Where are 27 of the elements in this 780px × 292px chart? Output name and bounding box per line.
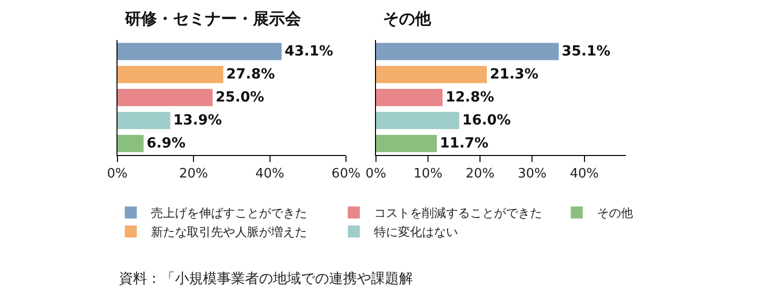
legend-label: 売上げを伸ばすことができた xyxy=(150,206,307,220)
data-label: 21.3% xyxy=(490,66,538,83)
x-tick-label: 10% xyxy=(414,166,442,182)
data-label: 6.9% xyxy=(146,136,186,152)
x-tick-label: 30% xyxy=(518,166,547,182)
chart-title: その他 xyxy=(383,9,432,28)
x-tick-label: 40% xyxy=(255,166,284,182)
data-label: 13.9% xyxy=(173,112,222,129)
text: 資料：「小規模事業者の地域での連携や課題解 xyxy=(119,271,413,287)
data-label: 35.1% xyxy=(562,44,610,60)
x-tick-label: 40% xyxy=(570,166,599,182)
x-tick-label: 20% xyxy=(179,166,208,182)
data-label: 43.1% xyxy=(284,44,334,60)
data-label: 12.8% xyxy=(446,90,494,106)
x-tick-label: 60% xyxy=(332,166,360,182)
x-tick-label: 20% xyxy=(466,166,495,182)
chart-title: 研修・セミナー・展示会 xyxy=(124,9,302,28)
data-label: 16.0% xyxy=(462,112,511,129)
data-label: 25.0% xyxy=(216,90,264,106)
x-tick-label: 0% xyxy=(366,166,386,182)
x-tick-label: 0% xyxy=(107,166,128,182)
legend-label: その他 xyxy=(596,206,633,220)
data-label: 27.8% xyxy=(226,66,275,83)
data-label: 11.7% xyxy=(440,136,488,152)
legend-label: 新たな取引先や人脈が増えた xyxy=(150,225,307,240)
legend-label: 特に変化はない xyxy=(374,225,458,240)
legend-label: コストを削減することができた xyxy=(374,206,542,220)
